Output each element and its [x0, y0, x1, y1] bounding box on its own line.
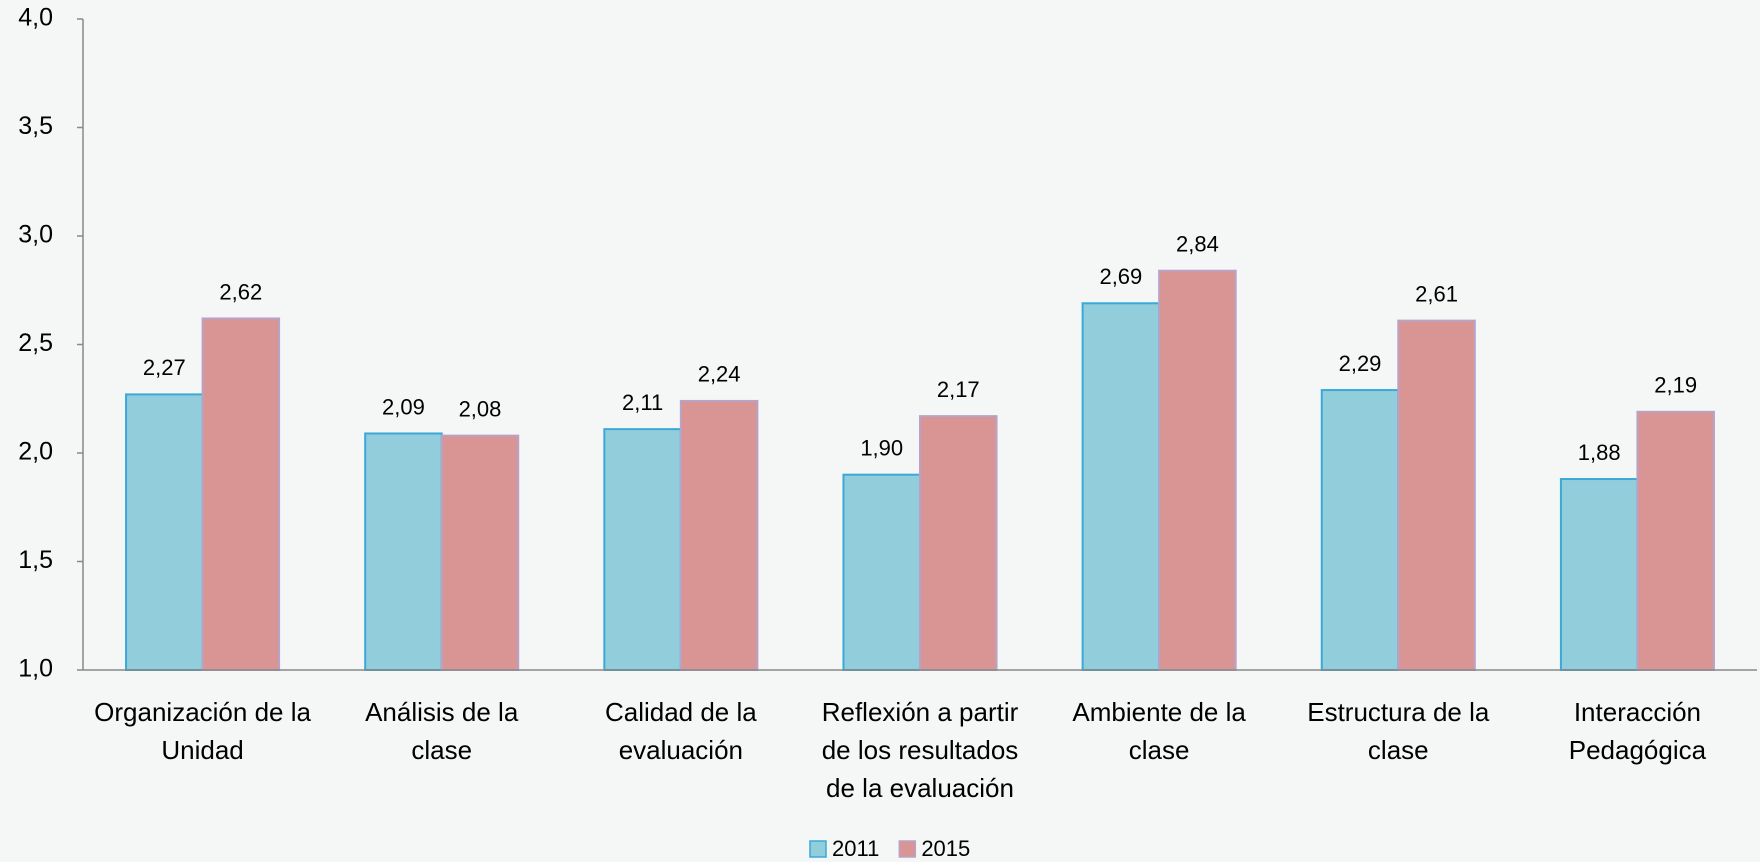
x-tick-label: Reflexión a partir de los resultados de … [821, 697, 1019, 803]
bar [919, 415, 998, 671]
bar [1320, 389, 1400, 671]
x-tick-label: Ambiente de la clase [1072, 697, 1246, 765]
legend-label: 2015 [921, 836, 970, 861]
data-label: 2,08 [459, 396, 502, 421]
data-label: 1,88 [1578, 440, 1621, 465]
x-tick-label: Organización de la Unidad [94, 697, 311, 765]
legend-swatch [898, 840, 917, 858]
bar [603, 428, 682, 671]
bar [440, 434, 520, 672]
y-tick-label: 2,0 [18, 438, 53, 466]
bar [1158, 269, 1237, 671]
data-label: 2,29 [1339, 351, 1382, 376]
y-tick-label: 3,5 [18, 112, 53, 140]
x-tick-label: Análisis de la clase [365, 697, 519, 765]
data-label: 2,84 [1176, 232, 1219, 257]
bar [125, 393, 204, 671]
bar [679, 399, 759, 671]
data-label: 2,19 [1654, 373, 1697, 398]
data-label: 2,69 [1099, 264, 1142, 289]
data-label: 2,11 [622, 390, 663, 415]
y-tick-label: 1,0 [18, 655, 53, 683]
bar [1559, 478, 1639, 672]
x-tick-label: Interacción Pedagógica [1568, 697, 1707, 765]
y-tick-label: 1,5 [18, 546, 53, 574]
y-tick-label: 4,0 [18, 4, 53, 32]
legend-label: 2011 [832, 836, 879, 861]
bar [364, 432, 443, 671]
bar [1397, 319, 1476, 671]
data-label: 2,62 [219, 279, 262, 304]
data-label: 1,90 [860, 436, 903, 461]
bar [1636, 410, 1715, 671]
legend-swatch [809, 840, 827, 858]
bar [1081, 302, 1161, 671]
x-tick-label: Estructura de la clase [1307, 697, 1490, 765]
data-label: 2,09 [382, 394, 425, 419]
data-label: 2,17 [937, 377, 980, 402]
data-label: 2,61 [1415, 281, 1458, 306]
x-tick-label: Calidad de la evaluación [604, 697, 757, 765]
data-label: 2,27 [143, 355, 186, 380]
bar [201, 317, 281, 671]
data-label: 2,24 [698, 362, 741, 387]
y-tick-label: 2,5 [18, 329, 53, 357]
bar [842, 473, 922, 672]
y-tick-label: 3,0 [18, 221, 53, 249]
